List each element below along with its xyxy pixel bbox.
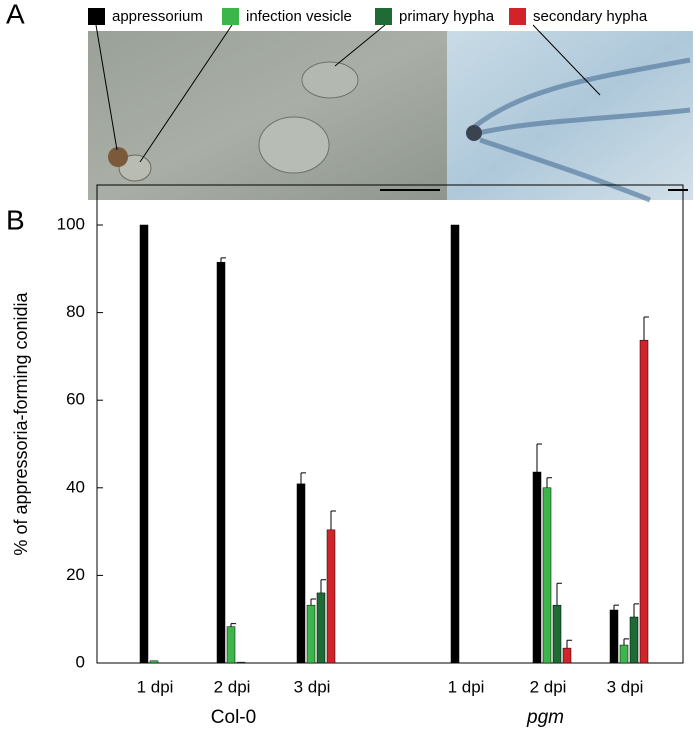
- leader-line: [334, 24, 386, 67]
- legend-swatch: [509, 8, 526, 25]
- bar: [226, 626, 236, 664]
- leader-line: [95, 24, 118, 151]
- x-tick-label: 2 dpi: [214, 677, 251, 696]
- bar: [562, 647, 572, 664]
- x-tick-label: 3 dpi: [607, 677, 644, 696]
- panel-label: A: [6, 0, 25, 29]
- y-tick-label: 60: [66, 390, 85, 409]
- cell-shape: [301, 61, 359, 99]
- error-bar: [633, 603, 639, 618]
- bar: [619, 644, 629, 664]
- error-bar: [556, 582, 562, 606]
- hypha-shape: [468, 57, 691, 203]
- error-bar: [230, 623, 236, 627]
- legend-label: primary hypha: [399, 8, 495, 25]
- error-bar: [566, 639, 572, 649]
- y-tick-label: 40: [66, 477, 85, 496]
- bar: [139, 224, 149, 664]
- group-label: Col-0: [211, 707, 256, 728]
- x-tick-label: 1 dpi: [448, 677, 485, 696]
- bar: [216, 261, 226, 664]
- bar: [532, 471, 542, 664]
- appressorium-shape: [108, 147, 128, 167]
- cell-shape: [118, 154, 152, 182]
- y-axis-title: % of appressoria-forming conidia: [11, 291, 31, 555]
- error-bar: [643, 316, 649, 341]
- bar: [326, 529, 336, 664]
- bar: [639, 339, 649, 664]
- leader-line: [532, 24, 601, 96]
- bar: [629, 616, 639, 664]
- y-tick-label: 0: [76, 652, 85, 671]
- error-bar: [623, 638, 629, 646]
- leader-line: [139, 24, 233, 163]
- group-label: pgm: [526, 707, 564, 728]
- error-bar: [613, 604, 619, 611]
- error-bar: [300, 472, 306, 484]
- bar: [236, 661, 246, 664]
- appressorium-shape: [466, 125, 482, 141]
- error-bar: [220, 257, 226, 263]
- bar: [542, 487, 552, 664]
- bar: [306, 604, 316, 664]
- bar: [609, 609, 619, 664]
- x-tick-label: 2 dpi: [530, 677, 567, 696]
- plot-frame: [96, 184, 684, 664]
- legend-label: appressorium: [112, 8, 203, 25]
- y-tick-label: 20: [66, 565, 85, 584]
- x-tick-label: 3 dpi: [294, 677, 331, 696]
- legend-label: infection vesicle: [246, 8, 352, 25]
- bar: [149, 660, 159, 664]
- bar: [450, 224, 460, 664]
- legend-swatch: [375, 8, 392, 25]
- legend-label: secondary hypha: [533, 8, 648, 25]
- y-tick-label: 80: [66, 302, 85, 321]
- error-bar: [310, 598, 316, 606]
- bar: [316, 592, 326, 664]
- panel-label: B: [6, 204, 25, 235]
- error-bar: [546, 477, 552, 488]
- legend-swatch: [88, 8, 105, 25]
- x-tick-label: 1 dpi: [137, 677, 174, 696]
- bar: [552, 604, 562, 664]
- error-bar: [536, 443, 542, 473]
- bar: [296, 483, 306, 664]
- y-tick-label: 100: [57, 214, 85, 233]
- legend-swatch: [222, 8, 239, 25]
- cell-shape: [258, 116, 330, 174]
- error-bar: [330, 510, 336, 530]
- error-bar: [320, 579, 326, 593]
